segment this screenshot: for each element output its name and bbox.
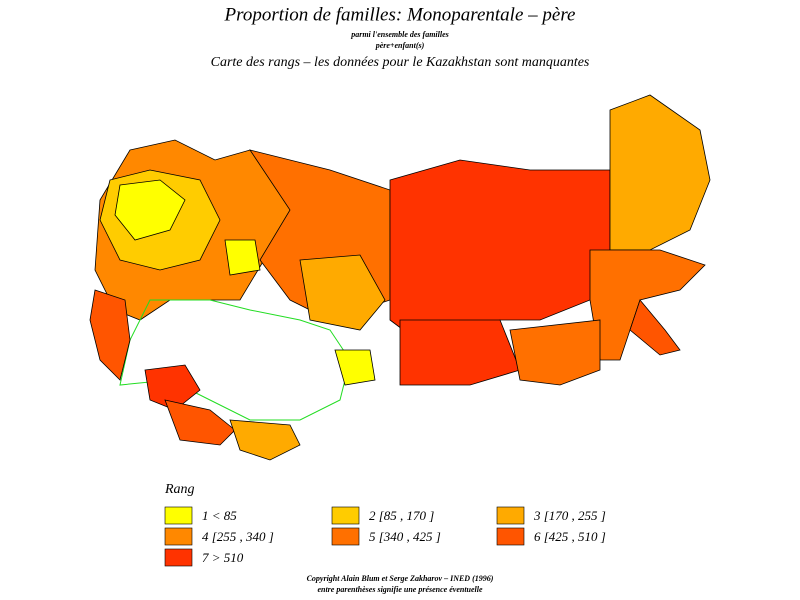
region — [144, 364, 201, 411]
region — [224, 239, 261, 276]
region — [399, 319, 521, 386]
region — [164, 399, 236, 446]
legend-label: 6 [425 , 510 ] — [534, 529, 606, 544]
legend-swatch — [164, 548, 193, 567]
region — [629, 299, 681, 356]
legend-swatch — [164, 506, 193, 525]
footer: Copyright Alain Blum et Serge Zakharov –… — [307, 574, 494, 583]
region — [299, 254, 386, 331]
legend-swatch — [331, 527, 360, 546]
footer: entre parenthèses signifie une présence … — [317, 585, 483, 594]
legend-label: 3 [170 , 255 ] — [533, 508, 606, 523]
subtitle: parmi l'ensemble des familles — [350, 30, 449, 39]
legend-label: 7 > 510 — [202, 550, 244, 565]
legend-swatch — [164, 527, 193, 546]
legend: 1 < 85 2 [85 , 170 ] 3 [170 , 255 ] 4 [255 … — [164, 506, 606, 567]
region — [334, 349, 376, 386]
region — [114, 179, 186, 241]
region — [509, 319, 601, 386]
legend-label: 4 [255 , 340 ] — [202, 529, 274, 544]
subtitle: Carte des rangs – les données pour le Ka… — [211, 55, 590, 70]
region — [609, 94, 711, 251]
region — [229, 419, 301, 461]
legend-swatch — [331, 506, 360, 525]
legend-label: 1 < 85 — [202, 508, 237, 523]
subtitle: père+enfant(s) — [375, 41, 425, 50]
legend-swatch — [496, 506, 525, 525]
region — [89, 289, 131, 381]
legend-title: Rang — [164, 482, 195, 497]
legend-label: 5 [340 , 425 ] — [369, 529, 441, 544]
map-regions — [89, 94, 711, 461]
region-missing — [119, 299, 351, 421]
legend-label: 2 [85 , 170 ] — [369, 508, 434, 523]
title: Proportion de familles: Monoparentale – … — [224, 4, 576, 25]
legend-swatch — [496, 527, 525, 546]
